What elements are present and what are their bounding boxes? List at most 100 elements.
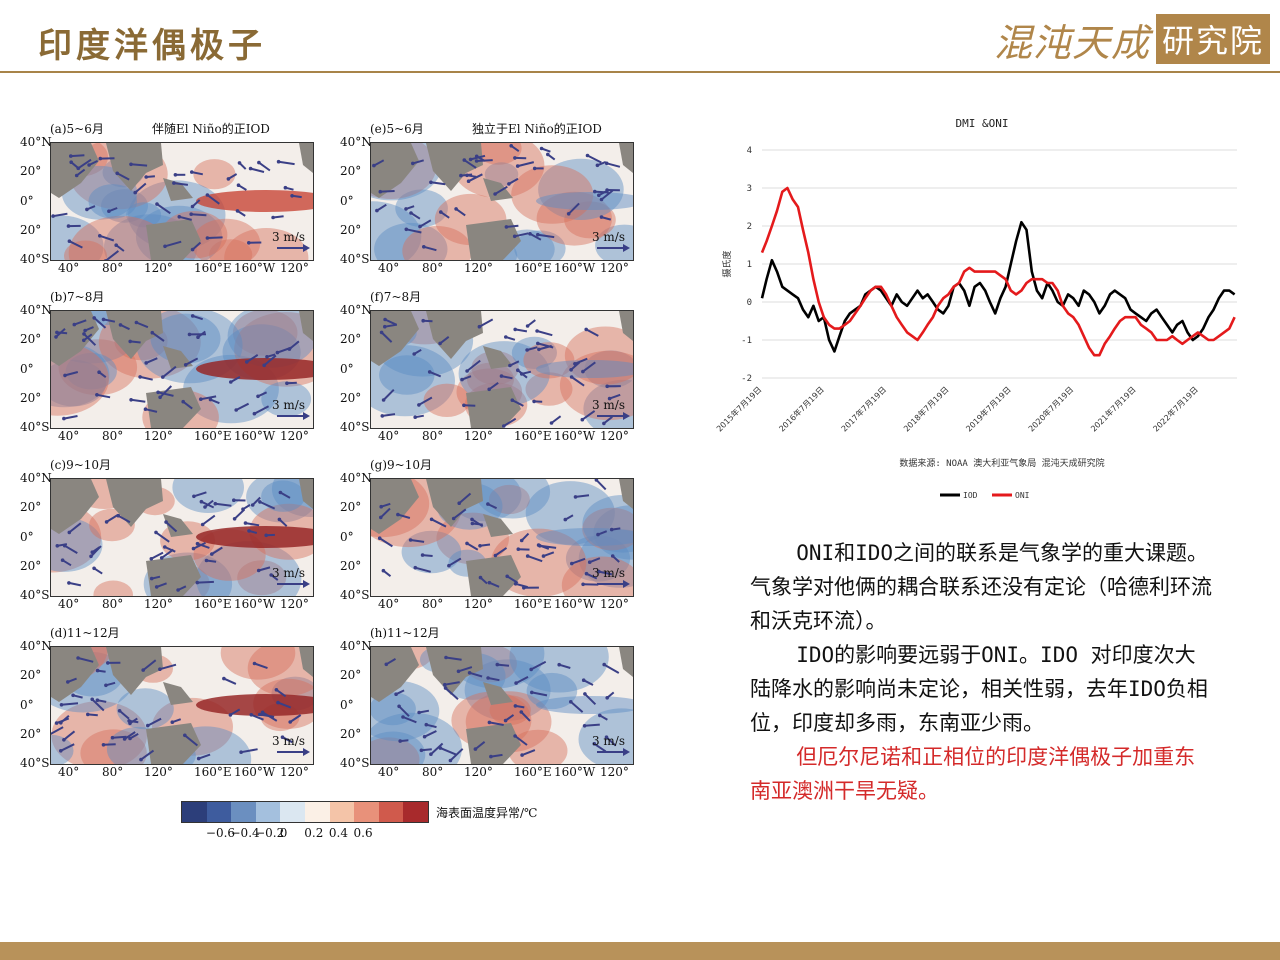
longitude-label: 160°W [234,597,276,611]
longitude-label: 160°E [514,765,552,779]
wind-scale-label: 3 m/s [271,398,305,412]
y-tick-label: -2 [741,374,752,384]
longitude-label: 160°W [234,429,276,443]
colorbar-label: 海表面温度异常/℃ [436,806,538,820]
sst-map: 3 m/s [50,478,314,597]
colorbar-swatch [403,802,428,822]
wind-scale-label: 3 m/s [591,566,625,580]
sst-map: 3 m/s [370,478,634,597]
panel-subtitle: 伴随El Niño的正IOD [152,122,270,136]
latitude-label: 0° [340,193,354,208]
longitude-label: 120° [464,765,493,779]
wind-scale-label: 3 m/s [271,734,305,748]
longitude-label: 160°E [194,597,232,611]
latitude-label: 20° [20,390,42,405]
latitude-label: 20° [340,668,362,683]
longitude-label: 120° [144,597,173,611]
latitude-label: 40°S [20,420,50,434]
paragraph-1: ONI和IDO之间的联系是气象学的重大课题。气象学对他俩的耦合联系还没有定论（哈… [750,541,1212,633]
x-tick-label: 2020年7月19日 [1026,384,1075,433]
page-title: 印度洋偶极子 [38,26,266,66]
panel-label: (a)5~6月 [50,122,104,136]
longitude-label: 160°W [234,765,276,779]
sst-map-svg [371,479,633,596]
longitude-label: 40° [378,597,400,611]
longitude-label: 80° [422,765,444,779]
latitude-label: 20° [340,726,362,741]
latitude-label: 40°S [340,756,370,770]
colorbar [181,801,429,823]
longitude-label: 80° [102,429,124,443]
sst-map-svg [51,143,313,260]
longitude-label: 80° [422,429,444,443]
y-tick-label: 0 [747,298,752,308]
chart-svg: DMI &ONI -2 -1 0 1 2 3 4 摄氏度 2015年7月19日 2016年7月19日… [714,117,1237,500]
colorbar-swatch [255,802,281,822]
commentary: ONI和IDO之间的联系是气象学的重大课题。气象学对他俩的耦合联系还没有定论（哈… [750,536,1215,808]
chart-source: 数据来源: NOAA 澳大利亚气象局 混沌天成研究院 [899,457,1104,469]
y-tick-label: 1 [747,260,752,270]
longitude-label: 120° [144,765,173,779]
colorbar-tick: 0 [279,826,288,840]
longitude-label: 80° [422,597,444,611]
panel-label: (c)9~10月 [50,458,112,472]
latitude-label: 0° [20,361,34,376]
latitude-label: 40°N [20,471,52,485]
wind-scale-label: 3 m/s [271,230,305,244]
wind-scale-label: 3 m/s [591,230,625,244]
latitude-label: 40°S [20,756,50,770]
paragraph-3: 但厄尔尼诺和正相位的印度洋偶极子加重东南亚澳洲干旱无疑。 [750,745,1196,803]
colorbar-swatch [378,802,404,822]
latitude-label: 40°N [20,135,52,149]
latitude-label: 40°S [20,588,50,602]
colorbar-swatch [354,802,379,822]
y-tick-label: 3 [747,184,752,194]
longitude-label: 40° [58,261,80,275]
sst-map-svg [371,311,633,428]
sst-map: 3 m/s [50,310,314,429]
latitude-label: 0° [20,529,34,544]
latitude-label: 20° [340,164,362,179]
latitude-label: 0° [340,529,354,544]
longitude-label: 160°W [554,261,596,275]
series-line-iod [760,220,1236,353]
longitude-label: 120° [464,597,493,611]
panel-label: (b)7~8月 [50,290,105,304]
longitude-label: 160°E [194,765,232,779]
latitude-label: 0° [340,361,354,376]
longitude-label: 40° [58,597,80,611]
latitude-label: 20° [20,222,42,237]
sst-map-svg [51,479,313,596]
dmi-oni-chart: DMI &ONI -2 -1 0 1 2 3 4 摄氏度 2015年7月19日 2016年7月19日… [712,100,1252,510]
legend-label-oni: ONI [1015,491,1030,500]
sst-map-svg [51,311,313,428]
wind-scale-label: 3 m/s [271,566,305,580]
x-tick-label: 2018年7月19日 [901,384,950,433]
paragraph-2: IDO的影响要远弱于ONI。IDO 对印度次大陆降水的影响尚未定论，相关性弱，去… [750,643,1208,735]
colorbar-swatch [304,802,330,822]
latitude-label: 0° [20,697,34,712]
latitude-label: 20° [20,164,42,179]
latitude-label: 40°N [340,639,372,653]
logo-box-text: 研究院 [1156,14,1271,64]
longitude-label: 120° [600,597,629,611]
longitude-label: 160°E [514,597,552,611]
y-tick-label: 2 [747,222,752,232]
latitude-label: 20° [340,332,362,347]
latitude-label: 40°N [340,135,372,149]
latitude-label: 20° [340,500,362,515]
panel-label: (h)11~12月 [370,626,440,640]
latitude-label: 0° [340,697,354,712]
longitude-label: 160°W [554,765,596,779]
latitude-label: 20° [20,668,42,683]
colorbar-swatch [329,802,355,822]
longitude-label: 40° [378,429,400,443]
sst-map: 3 m/s [370,646,634,765]
colorbar-tick: −0.4 [230,826,260,840]
latitude-label: 20° [340,390,362,405]
longitude-label: 80° [422,261,444,275]
colorbar-tick: −0.2 [255,826,285,840]
latitude-label: 40°S [340,420,370,434]
colorbar-swatch [182,802,207,822]
latitude-label: 20° [20,332,42,347]
